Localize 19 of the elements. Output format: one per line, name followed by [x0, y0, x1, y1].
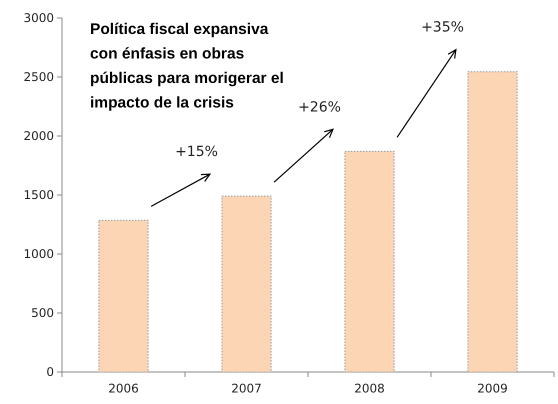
bar [98, 220, 149, 372]
x-tick-label: 2007 [231, 382, 262, 396]
y-tick-label: 1500 [23, 188, 54, 202]
x-tick-label: 2008 [354, 382, 385, 396]
y-tick-label: 1000 [23, 246, 54, 261]
y-tick-label: 0 [46, 364, 54, 379]
y-tick-label: 2500 [23, 70, 54, 84]
y-tick-label: 3000 [23, 10, 54, 25]
x-tick-label: 2009 [477, 382, 508, 396]
bar [344, 150, 395, 372]
x-tick-label: 2006 [108, 382, 139, 396]
y-tick-label: 2000 [23, 128, 54, 143]
annotation: +35% [421, 20, 464, 36]
annotation: +26% [298, 99, 341, 116]
annotation: +15% [175, 144, 218, 160]
bar [221, 196, 272, 372]
annotation: Política fiscal expansiva con énfasis en obras públicas para morigerar el impacto de la crisis [90, 21, 284, 112]
y-tick-label: 500 [31, 306, 54, 320]
bar [467, 71, 518, 372]
